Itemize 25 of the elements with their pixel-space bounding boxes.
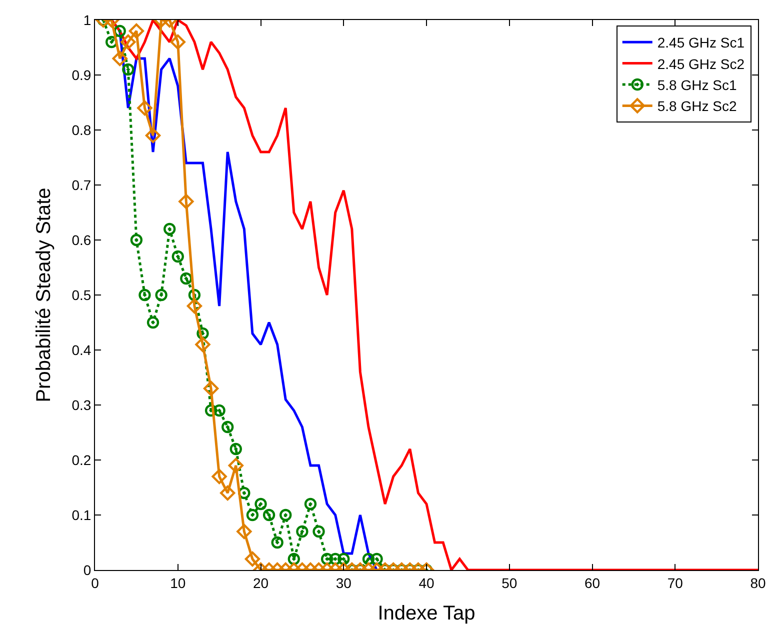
y-tick-label: 0.7 <box>72 176 92 193</box>
legend-label: 2.45 GHz Sc2 <box>657 56 745 72</box>
x-tick-label: 20 <box>252 574 269 591</box>
y-tick-label: 0.4 <box>72 342 92 358</box>
x-tick-label: 70 <box>667 574 684 591</box>
x-tick-label: 60 <box>584 574 600 591</box>
y-tick-label: 0.1 <box>72 506 92 523</box>
x-tick-label: 80 <box>750 574 766 591</box>
x-tick-label: 10 <box>170 574 186 591</box>
y-tick-label: 0.2 <box>72 452 92 468</box>
y-tick-label: 0.8 <box>72 122 92 138</box>
y-axis-title: Probabilité Steady State <box>33 188 56 402</box>
legend-label: 5.8 GHz Sc2 <box>657 98 737 114</box>
y-tick-label: 0.5 <box>72 286 92 303</box>
x-tick-label: 30 <box>336 574 352 591</box>
x-tick-label: 40 <box>418 574 434 591</box>
y-tick-label: 0 <box>83 562 92 578</box>
y-tick-label: 1 <box>83 12 92 28</box>
x-axis-title: Indexe Tap <box>378 602 476 624</box>
y-tick-label: 0.9 <box>72 66 92 83</box>
y-tick-label: 0.6 <box>72 232 92 248</box>
legend-label: 2.45 GHz Sc1 <box>657 34 745 51</box>
x-tick-label: 50 <box>502 574 518 591</box>
legend-label: 5.8 GHz Sc1 <box>657 76 737 93</box>
y-tick-label: 0.3 <box>72 396 92 413</box>
